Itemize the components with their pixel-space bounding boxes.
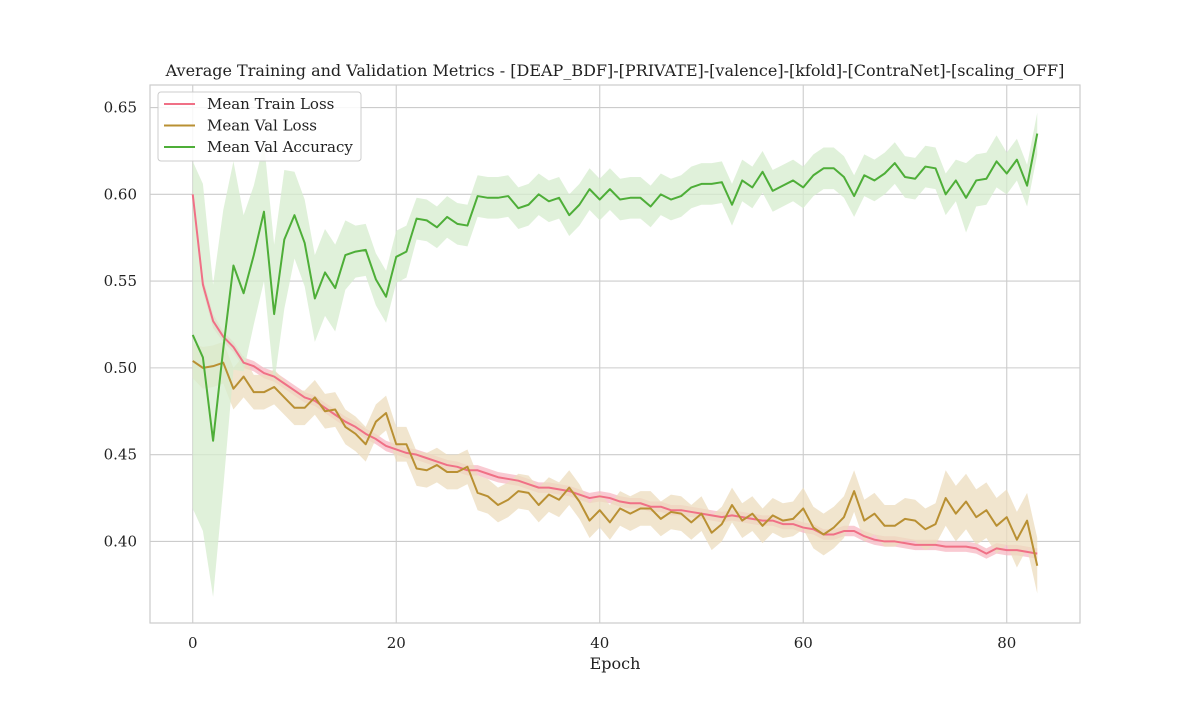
legend-label: Mean Val Loss <box>207 117 317 135</box>
x-tick-labels: 0 20 40 60 80 <box>188 634 1016 652</box>
mean-val-accuracy-line <box>191 133 1039 442</box>
y-tick-label: 0.45 <box>104 446 137 464</box>
y-tick-label: 0.50 <box>104 359 137 377</box>
plot-area <box>149 84 1081 624</box>
mean-val-loss-line <box>192 360 1039 566</box>
y-tick-label: 0.40 <box>104 532 137 550</box>
legend-item-mean-val-loss: Mean Val Loss <box>164 117 317 135</box>
mean-val-loss-band <box>192 341 1038 594</box>
legend-box <box>157 91 362 162</box>
x-tick-label: 80 <box>997 634 1016 652</box>
legend-label: Mean Val Accuracy <box>207 138 353 156</box>
legend-item-mean-val-accuracy: Mean Val Accuracy <box>164 138 353 156</box>
y-tick-label: 0.60 <box>104 185 137 203</box>
legend-item-mean-train-loss: Mean Train Loss <box>164 95 334 113</box>
y-tick-label: 0.65 <box>104 99 137 117</box>
x-tick-label: 20 <box>387 634 406 652</box>
x-tick-label: 60 <box>794 634 813 652</box>
x-axis-label: Epoch <box>590 654 641 673</box>
chart-title: Average Training and Validation Metrics … <box>165 61 1065 80</box>
x-tick-label: 0 <box>188 634 198 652</box>
mean-val-accuracy-band <box>192 112 1038 597</box>
mean-train-loss-line <box>191 194 1038 555</box>
y-tick-labels: 0.40 0.45 0.50 0.55 0.60 0.65 <box>104 99 137 551</box>
y-tick-label: 0.55 <box>104 272 137 290</box>
x-tick-label: 40 <box>590 634 609 652</box>
confidence-bands <box>192 112 1038 597</box>
series-lines <box>191 133 1039 566</box>
plot-frame <box>149 84 1081 624</box>
legend: Mean Train Loss Mean Val Loss Mean Val Acc… <box>157 91 362 162</box>
legend-items: Mean Train Loss Mean Val Loss Mean Val Acc… <box>164 95 353 156</box>
legend-label: Mean Train Loss <box>207 95 334 113</box>
